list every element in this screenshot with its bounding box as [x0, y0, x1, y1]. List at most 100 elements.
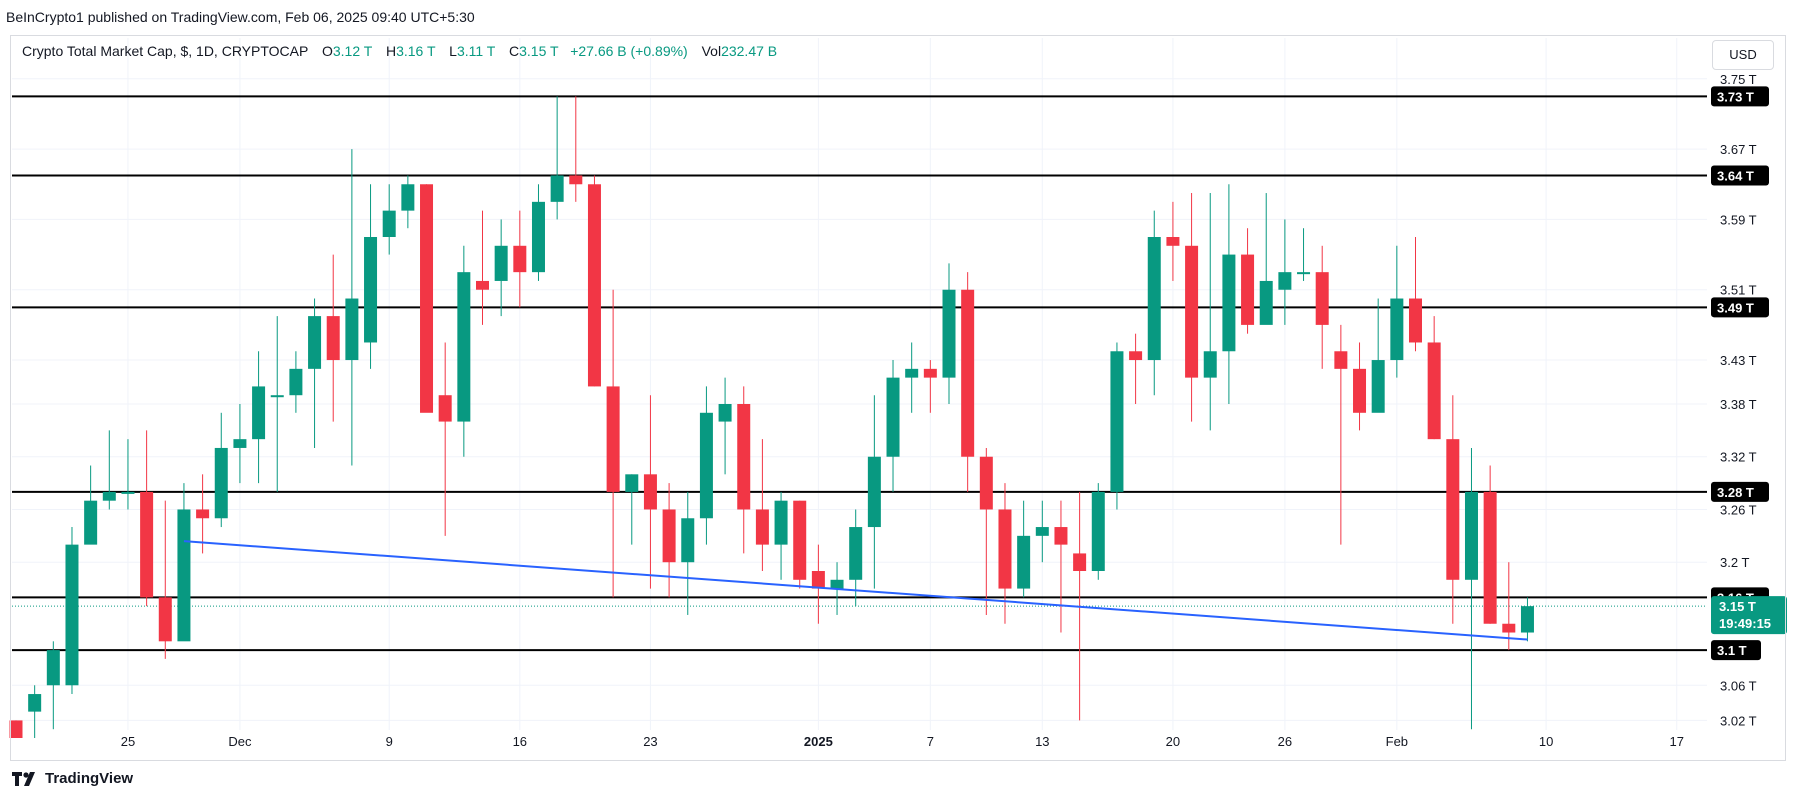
candle-body — [214, 447, 228, 519]
level-badge-label: 3.49 T — [1717, 300, 1754, 315]
candle-up — [625, 474, 639, 545]
candle-body — [9, 720, 23, 738]
price-axis: 3.02 T 3.06 T 3.2 T 3.26 T 3.32 T 3.38 T 3.43 … — [1720, 72, 1757, 729]
candle-body — [1371, 360, 1385, 413]
candle-up — [457, 245, 471, 457]
candle-body — [699, 412, 713, 519]
candle-up — [308, 298, 322, 448]
candle-down — [1334, 324, 1348, 545]
candle-down — [1054, 500, 1068, 633]
candle-body — [849, 527, 863, 580]
time-tick-label: 13 — [1035, 734, 1049, 749]
high-value: 3.16 T — [396, 43, 436, 59]
candle-body — [1185, 245, 1199, 378]
candle-down — [438, 342, 452, 536]
candle-body — [625, 474, 639, 492]
candle-up — [1110, 342, 1124, 510]
close-value: 3.15 T — [519, 43, 559, 59]
candle-down — [196, 474, 210, 554]
candle-body — [1409, 298, 1422, 343]
candle-body — [513, 245, 527, 273]
candle-up — [1222, 184, 1236, 404]
candle-up — [28, 685, 42, 738]
currency-button[interactable]: USD — [1712, 40, 1774, 70]
countdown-label: 19:49:15 — [1719, 616, 1771, 631]
candle-down — [1427, 316, 1441, 440]
publisher-note: BeInCrypto1 published on TradingView.com… — [6, 9, 475, 25]
open-label: O — [321, 43, 333, 59]
candle-body — [774, 500, 788, 545]
candle-up — [270, 316, 284, 492]
candle-body — [1483, 491, 1497, 624]
trendline — [183, 540, 1528, 641]
candle-body — [1334, 351, 1348, 369]
price-tick-label: 3.32 T — [1720, 450, 1757, 465]
candle-down — [662, 483, 676, 598]
candle-body — [28, 694, 42, 712]
time-tick-label: 10 — [1539, 734, 1553, 749]
candle-body — [121, 491, 135, 494]
candle-body — [1166, 237, 1180, 246]
candle-body — [662, 509, 676, 563]
candle-down — [569, 96, 583, 202]
level-badge — [1711, 640, 1761, 661]
price-tick-label: 3.06 T — [1720, 678, 1757, 693]
close-label: C — [508, 43, 520, 59]
level-badge-label: 3.64 T — [1717, 168, 1754, 183]
price-tick-label: 3.02 T — [1720, 713, 1757, 728]
trendline-layer — [183, 540, 1528, 641]
time-tick-label: 9 — [386, 734, 393, 749]
candle-down — [1185, 193, 1199, 422]
level-badge — [1711, 165, 1769, 186]
candle-body — [961, 289, 975, 457]
candle-down — [513, 210, 527, 308]
candle-body — [998, 509, 1012, 589]
candle-body — [1129, 351, 1143, 361]
price-tick-label: 3.51 T — [1720, 283, 1757, 298]
candle-down — [1353, 342, 1367, 431]
candle-body — [811, 571, 825, 589]
candle-down — [737, 386, 751, 554]
candle-down — [420, 184, 434, 413]
candle-body — [308, 316, 322, 369]
time-tick-label: 2025 — [804, 734, 833, 749]
price-tick-label: 3.75 T — [1720, 72, 1757, 87]
candle-up — [1035, 500, 1049, 563]
candle-up — [774, 491, 788, 580]
high-label: H — [385, 43, 397, 59]
candle-body — [158, 597, 172, 642]
candle-body — [1353, 368, 1367, 413]
candle-down — [1483, 465, 1497, 624]
candle-body — [755, 509, 769, 545]
candle-body — [1259, 280, 1273, 325]
symbol-title[interactable]: Crypto Total Market Cap, $, 1D, CRYPTOCA… — [22, 43, 309, 59]
candle-up — [401, 175, 415, 229]
candle-up — [102, 430, 116, 510]
logo-text: TradingView — [45, 770, 134, 787]
volume-label: Vol — [701, 43, 722, 59]
candle-up — [1464, 447, 1478, 730]
candle-body — [382, 210, 396, 237]
time-tick-label: 17 — [1670, 734, 1684, 749]
candle-down — [1241, 228, 1255, 334]
candle-up — [699, 386, 713, 545]
candle-down — [923, 360, 937, 413]
candle-up — [1390, 245, 1404, 378]
price-tick-label: 3.59 T — [1720, 212, 1757, 227]
level-badge-label: 3.73 T — [1717, 89, 1754, 104]
candle-body — [1297, 272, 1311, 275]
candle-body — [420, 184, 434, 413]
price-tick-label: 3.67 T — [1720, 142, 1757, 157]
candle-body — [1035, 527, 1049, 536]
candle-body — [177, 509, 191, 642]
time-tick-label: 7 — [927, 734, 934, 749]
candle-up — [289, 351, 303, 413]
horizontal-levels — [12, 95, 1707, 652]
candle-body — [1054, 527, 1068, 545]
candle-body — [270, 395, 284, 398]
candle-body — [401, 184, 415, 211]
tradingview-logo[interactable]: TradingView — [12, 770, 133, 787]
time-axis: 25 Dec 9 16 23 2025 7 13 20 26 Feb 10 17 — [121, 734, 1684, 749]
candle-up — [905, 342, 919, 413]
time-tick-label: 25 — [121, 734, 135, 749]
